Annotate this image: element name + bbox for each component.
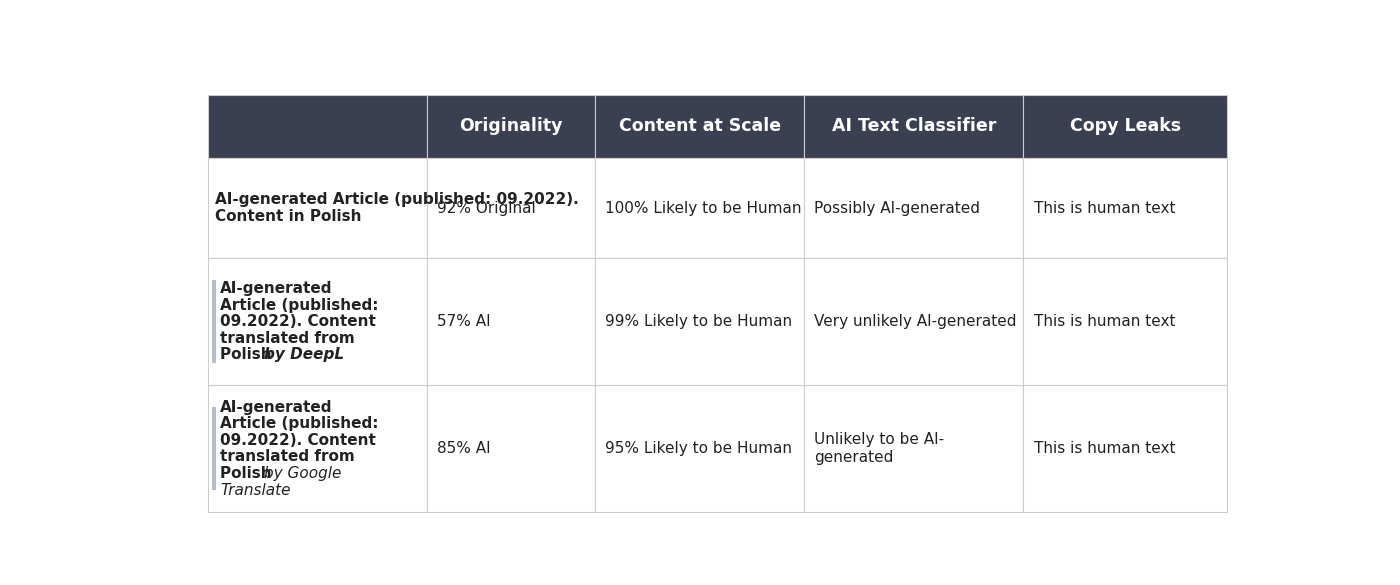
Text: translated from: translated from <box>220 449 354 464</box>
Bar <box>1023 258 1228 385</box>
Bar <box>804 385 1023 512</box>
Bar <box>207 385 427 512</box>
Text: Unlikely to be AI-
generated: Unlikely to be AI- generated <box>815 432 945 465</box>
Text: Article (published:: Article (published: <box>220 298 378 312</box>
Bar <box>427 258 595 385</box>
Text: Originality: Originality <box>459 118 563 135</box>
Text: Possibly AI-generated: Possibly AI-generated <box>815 201 980 215</box>
Bar <box>427 95 595 158</box>
Text: This is human text: This is human text <box>1033 441 1175 456</box>
Text: This is human text: This is human text <box>1033 314 1175 329</box>
Text: Copy Leaks: Copy Leaks <box>1070 118 1182 135</box>
Text: 57% AI: 57% AI <box>437 314 490 329</box>
Text: by Google: by Google <box>265 466 342 481</box>
Bar <box>1023 95 1228 158</box>
Text: AI-generated: AI-generated <box>220 400 332 415</box>
Text: Content in Polish: Content in Polish <box>216 209 361 224</box>
Text: Content at Scale: Content at Scale <box>619 118 781 135</box>
Text: 99% Likely to be Human: 99% Likely to be Human <box>605 314 792 329</box>
Text: AI Text Classifier: AI Text Classifier <box>832 118 995 135</box>
Text: Very unlikely AI-generated: Very unlikely AI-generated <box>815 314 1016 329</box>
Text: Polish: Polish <box>220 466 277 481</box>
Bar <box>804 95 1023 158</box>
Text: This is human text: This is human text <box>1033 201 1175 215</box>
Bar <box>1023 385 1228 512</box>
Text: 92% Original: 92% Original <box>437 201 536 215</box>
Text: translated from: translated from <box>220 331 354 346</box>
Bar <box>207 95 427 158</box>
Text: 09.2022). Content: 09.2022). Content <box>220 433 375 448</box>
Bar <box>213 407 216 490</box>
Text: 95% Likely to be Human: 95% Likely to be Human <box>605 441 792 456</box>
Text: AI-generated Article (published: 09.2022).: AI-generated Article (published: 09.2022… <box>216 192 580 207</box>
Bar <box>595 385 804 512</box>
Text: 85% AI: 85% AI <box>437 441 490 456</box>
Bar <box>427 158 595 258</box>
Bar <box>1023 158 1228 258</box>
Text: 09.2022). Content: 09.2022). Content <box>220 314 375 329</box>
Text: Article (published:: Article (published: <box>220 417 378 431</box>
Bar <box>207 158 427 258</box>
Text: Polish: Polish <box>220 347 277 362</box>
Bar <box>804 258 1023 385</box>
Text: AI-generated: AI-generated <box>220 281 332 296</box>
Bar <box>595 158 804 258</box>
Bar <box>595 258 804 385</box>
Bar <box>207 258 427 385</box>
Text: Translate: Translate <box>220 483 290 497</box>
Text: by DeepL: by DeepL <box>265 347 344 362</box>
Bar <box>595 95 804 158</box>
Bar <box>427 385 595 512</box>
Text: 100% Likely to be Human: 100% Likely to be Human <box>605 201 802 215</box>
Bar <box>804 158 1023 258</box>
Bar <box>213 280 216 363</box>
